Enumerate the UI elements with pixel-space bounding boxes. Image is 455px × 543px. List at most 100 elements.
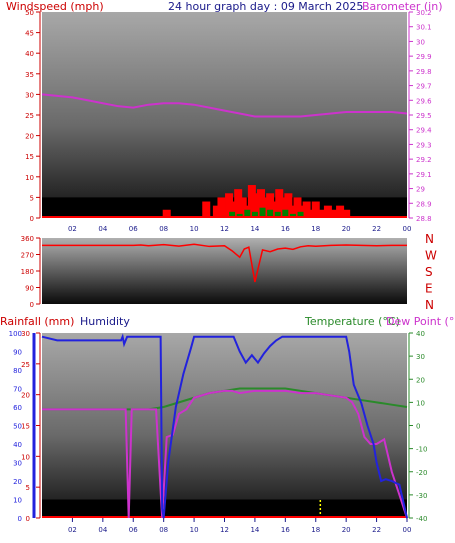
rht-plot-area xyxy=(42,333,407,518)
humidity-tick-label: 100 xyxy=(9,330,22,338)
dewpoint-axis-title: Dew Point (°C) xyxy=(386,315,455,328)
time-tick-label: 14 xyxy=(250,526,259,534)
time-tick-label: 10 xyxy=(190,225,199,233)
wind-gust-bar xyxy=(261,197,270,218)
barometer-tick-label: 28.9 xyxy=(416,200,432,208)
temperature-tick-label: -40 xyxy=(416,515,427,523)
wind-gust-bar xyxy=(162,209,171,218)
wind-average-bar xyxy=(267,209,274,218)
time-tick-label: 20 xyxy=(342,225,351,233)
wind-gust-bar xyxy=(342,209,351,218)
windspeed-tick-label: 50 xyxy=(25,9,34,17)
direction-tick-label: 180 xyxy=(21,268,34,276)
direction-tick-label: 270 xyxy=(21,252,34,260)
wind-average-bar xyxy=(229,211,236,218)
humidity-tick-label: 40 xyxy=(13,441,22,449)
windspeed-tick-label: 45 xyxy=(25,30,34,38)
wind-average-bar xyxy=(236,213,243,218)
low-humidity-band xyxy=(42,499,407,518)
dew-point-line xyxy=(42,389,408,519)
barometer-tick-label: 29.4 xyxy=(416,127,432,135)
direction-tick-label: 90 xyxy=(25,285,34,293)
wind-gust-bar xyxy=(229,201,238,218)
temperature-tick-label: 30 xyxy=(416,353,425,361)
temperature-ticks: 40 30 20 10 0 -10 -20 -30 -40 xyxy=(409,330,427,523)
wind-gust-bar xyxy=(330,209,338,218)
time-tick-label: 16 xyxy=(281,225,290,233)
wind-gust-bar xyxy=(212,205,221,218)
wind-gust-bar xyxy=(302,201,311,218)
time-tick-label: 06 xyxy=(129,225,138,233)
barometer-tick-label: 30.2 xyxy=(416,9,432,17)
windspeed-tick-label: 0 xyxy=(30,215,34,223)
wind-direction-line xyxy=(42,243,407,283)
time-tick-label: 22 xyxy=(372,526,381,534)
wind-baro-plot xyxy=(41,93,408,218)
barometer-tick-label: 29.6 xyxy=(416,97,432,105)
temperature-tick-label: 20 xyxy=(416,376,425,384)
wind-gust-bar xyxy=(336,205,345,218)
rht-plot xyxy=(41,333,408,519)
wind-gust-bar xyxy=(225,193,234,218)
time-tick-label: 16 xyxy=(281,526,290,534)
rainfall-tick-label: 30 xyxy=(21,330,30,338)
time-tick-label: 12 xyxy=(220,526,229,534)
humidity-tick-label: 0 xyxy=(18,515,22,523)
time-ticks-top: 02 04 06 08 10 12 14 16 18 20 22 00 xyxy=(68,225,412,233)
wind-average-bar xyxy=(274,211,281,218)
rainfall-ticks: 0 5 10 15 20 25 30 xyxy=(21,330,40,523)
windspeed-tick-label: 20 xyxy=(25,133,34,141)
temperature-tick-label: -20 xyxy=(416,469,427,477)
compass-label: E xyxy=(425,282,433,296)
barometer-axis-title: Barometer (in) xyxy=(362,0,443,13)
barometer-tick-label: 29.8 xyxy=(416,68,432,76)
compass-label: W xyxy=(425,249,437,263)
wind-gust-bar xyxy=(247,185,256,218)
wind-gust-bar xyxy=(220,209,229,218)
wind-gust-bar xyxy=(266,193,275,218)
humidity-tick-label: 80 xyxy=(13,367,22,375)
humidity-tick-label: 50 xyxy=(13,423,22,431)
time-tick-label: 02 xyxy=(68,526,77,534)
time-tick-label: 10 xyxy=(190,526,199,534)
humidity-tick-label: 60 xyxy=(13,404,22,412)
wind-gust-bar xyxy=(307,209,316,218)
humidity-line xyxy=(41,333,408,519)
barometer-tick-label: 29 xyxy=(416,186,425,194)
barometer-tick-label: 29.9 xyxy=(416,53,432,61)
windspeed-tick-label: 30 xyxy=(25,91,34,99)
temperature-tick-label: 10 xyxy=(416,399,425,407)
wind-gust-bar xyxy=(202,201,211,218)
compass-label: N xyxy=(425,232,434,246)
wind-gust-bar xyxy=(275,189,284,218)
wind-gust-bar xyxy=(257,189,265,218)
windspeed-tick-label: 35 xyxy=(25,71,34,79)
rainfall-tick-label: 15 xyxy=(21,423,30,431)
wind-average-bar xyxy=(289,213,296,218)
time-tick-label: 12 xyxy=(220,225,229,233)
time-tick-label: 22 xyxy=(372,225,381,233)
wind-baro-plot-area xyxy=(42,12,407,218)
compass-label: S xyxy=(425,265,433,279)
barometer-tick-label: 30 xyxy=(416,38,425,46)
barometer-tick-label: 30.1 xyxy=(416,24,432,32)
time-ticks-bottom: 02 04 06 08 10 12 14 16 18 20 22 00 xyxy=(68,518,411,534)
wind-average-bar xyxy=(244,209,251,218)
windspeed-axis-title: Windspeed (mph) xyxy=(6,0,104,13)
rainfall-tick-label: 5 xyxy=(26,484,30,492)
rainfall-axis-title: Rainfall (mm) xyxy=(0,315,74,328)
time-tick-label: 00 xyxy=(403,225,412,233)
windspeed-tick-label: 15 xyxy=(25,153,34,161)
wind-gust-bar xyxy=(311,201,320,218)
temperature-tick-label: -10 xyxy=(416,446,427,454)
wind-average-bar xyxy=(282,209,289,218)
barometer-tick-label: 29.5 xyxy=(416,112,432,120)
windspeed-tick-label: 5 xyxy=(30,194,34,202)
wind-gust-bar xyxy=(238,197,247,218)
direction-plot xyxy=(42,243,407,283)
humidity-tick-label: 10 xyxy=(13,497,22,505)
direction-tick-label: 0 xyxy=(30,301,34,309)
